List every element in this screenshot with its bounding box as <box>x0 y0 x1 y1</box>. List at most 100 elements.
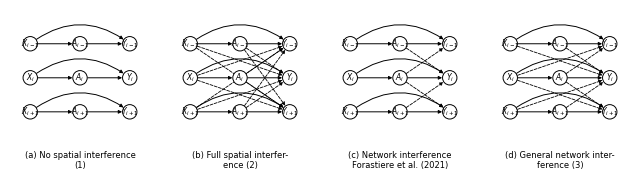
FancyArrowPatch shape <box>198 76 231 79</box>
Circle shape <box>183 37 198 51</box>
Text: $A_i$: $A_i$ <box>236 72 244 84</box>
FancyArrowPatch shape <box>566 48 603 73</box>
Text: $A_{i-1}$: $A_{i-1}$ <box>71 38 89 50</box>
FancyArrowPatch shape <box>244 51 285 106</box>
Text: $Y_{i-1}$: $Y_{i-1}$ <box>121 38 138 50</box>
Text: $Y_{i+1}$: $Y_{i+1}$ <box>441 106 458 118</box>
FancyArrowPatch shape <box>568 111 601 113</box>
FancyArrowPatch shape <box>408 111 441 113</box>
Text: $Y_{i-1}$: $Y_{i-1}$ <box>601 38 618 50</box>
Circle shape <box>23 105 38 119</box>
Circle shape <box>282 105 297 119</box>
FancyArrowPatch shape <box>518 80 602 109</box>
FancyArrowPatch shape <box>36 93 123 107</box>
Circle shape <box>343 71 358 85</box>
Circle shape <box>122 105 137 119</box>
Text: $Y_i$: $Y_i$ <box>605 72 614 84</box>
FancyArrowPatch shape <box>358 42 391 45</box>
Circle shape <box>343 105 358 119</box>
Text: $A_{i+1}$: $A_{i+1}$ <box>231 106 249 118</box>
FancyArrowPatch shape <box>518 46 602 75</box>
Text: $Y_i$: $Y_i$ <box>285 72 294 84</box>
FancyArrowPatch shape <box>198 46 282 75</box>
Text: $X_{i-1}$: $X_{i-1}$ <box>21 38 40 50</box>
FancyArrowPatch shape <box>246 49 283 73</box>
Text: $X_{i-1}$: $X_{i-1}$ <box>341 38 360 50</box>
Circle shape <box>73 105 87 119</box>
Text: $A_{i+1}$: $A_{i+1}$ <box>391 106 409 118</box>
FancyArrowPatch shape <box>518 46 602 75</box>
FancyArrowPatch shape <box>356 59 443 73</box>
FancyArrowPatch shape <box>196 25 283 39</box>
Circle shape <box>442 71 457 85</box>
Circle shape <box>233 71 247 85</box>
Text: $X_i$: $X_i$ <box>26 72 35 84</box>
FancyArrowPatch shape <box>566 83 603 108</box>
Text: $Y_{i+1}$: $Y_{i+1}$ <box>281 106 298 118</box>
FancyArrowPatch shape <box>38 76 71 79</box>
FancyArrowPatch shape <box>356 25 443 39</box>
Text: $Y_{i-1}$: $Y_{i-1}$ <box>441 38 458 50</box>
FancyArrowPatch shape <box>36 25 123 39</box>
FancyArrowPatch shape <box>568 76 601 79</box>
Circle shape <box>442 37 457 51</box>
FancyArrowPatch shape <box>358 111 391 113</box>
Text: $A_i$: $A_i$ <box>556 72 564 84</box>
FancyArrowPatch shape <box>38 111 71 113</box>
FancyArrowPatch shape <box>248 76 281 79</box>
FancyArrowPatch shape <box>244 50 285 105</box>
Text: $X_i$: $X_i$ <box>186 72 195 84</box>
Circle shape <box>122 37 137 51</box>
FancyArrowPatch shape <box>518 42 551 45</box>
Circle shape <box>503 37 518 51</box>
FancyArrowPatch shape <box>406 82 443 107</box>
Circle shape <box>73 37 87 51</box>
FancyArrowPatch shape <box>248 111 281 113</box>
FancyArrowPatch shape <box>516 25 603 39</box>
Circle shape <box>553 105 567 119</box>
Circle shape <box>393 71 407 85</box>
Circle shape <box>122 71 137 85</box>
Circle shape <box>503 105 518 119</box>
Text: (d) General network inter-
ference (3): (d) General network inter- ference (3) <box>505 151 615 171</box>
Circle shape <box>23 71 38 85</box>
FancyArrowPatch shape <box>356 93 443 107</box>
FancyArrowPatch shape <box>88 111 121 113</box>
FancyArrowPatch shape <box>516 59 603 73</box>
FancyArrowPatch shape <box>198 46 282 75</box>
Text: $Y_i$: $Y_i$ <box>445 72 454 84</box>
Circle shape <box>393 105 407 119</box>
FancyArrowPatch shape <box>408 42 441 45</box>
FancyArrowPatch shape <box>246 83 283 108</box>
Text: $A_{i-1}$: $A_{i-1}$ <box>551 38 569 50</box>
FancyArrowPatch shape <box>518 76 551 79</box>
FancyArrowPatch shape <box>406 83 443 108</box>
FancyArrowPatch shape <box>88 42 121 45</box>
FancyArrowPatch shape <box>248 42 281 45</box>
FancyArrowPatch shape <box>196 48 283 107</box>
FancyArrowPatch shape <box>518 111 551 113</box>
FancyArrowPatch shape <box>566 82 603 107</box>
Circle shape <box>602 37 617 51</box>
Text: $A_{i-1}$: $A_{i-1}$ <box>391 38 409 50</box>
Text: $Y_{i-1}$: $Y_{i-1}$ <box>281 38 298 50</box>
Circle shape <box>183 71 198 85</box>
FancyArrowPatch shape <box>196 93 283 107</box>
FancyArrowPatch shape <box>196 59 283 73</box>
Circle shape <box>282 37 297 51</box>
Text: $Y_i$: $Y_i$ <box>125 72 134 84</box>
Text: (b) Full spatial interfer-
ence (2): (b) Full spatial interfer- ence (2) <box>192 151 288 171</box>
FancyArrowPatch shape <box>516 93 603 107</box>
Circle shape <box>442 105 457 119</box>
Text: $X_{i+1}$: $X_{i+1}$ <box>501 106 520 118</box>
Circle shape <box>233 37 247 51</box>
FancyArrowPatch shape <box>196 49 283 108</box>
FancyArrowPatch shape <box>518 80 602 109</box>
Text: $A_{i-1}$: $A_{i-1}$ <box>231 38 249 50</box>
FancyArrowPatch shape <box>406 48 443 73</box>
Circle shape <box>602 105 617 119</box>
Text: $Y_{i+1}$: $Y_{i+1}$ <box>121 106 138 118</box>
FancyArrowPatch shape <box>246 48 283 73</box>
Text: (a) No spatial interference
(1): (a) No spatial interference (1) <box>24 151 136 171</box>
Text: $A_i$: $A_i$ <box>396 72 404 84</box>
